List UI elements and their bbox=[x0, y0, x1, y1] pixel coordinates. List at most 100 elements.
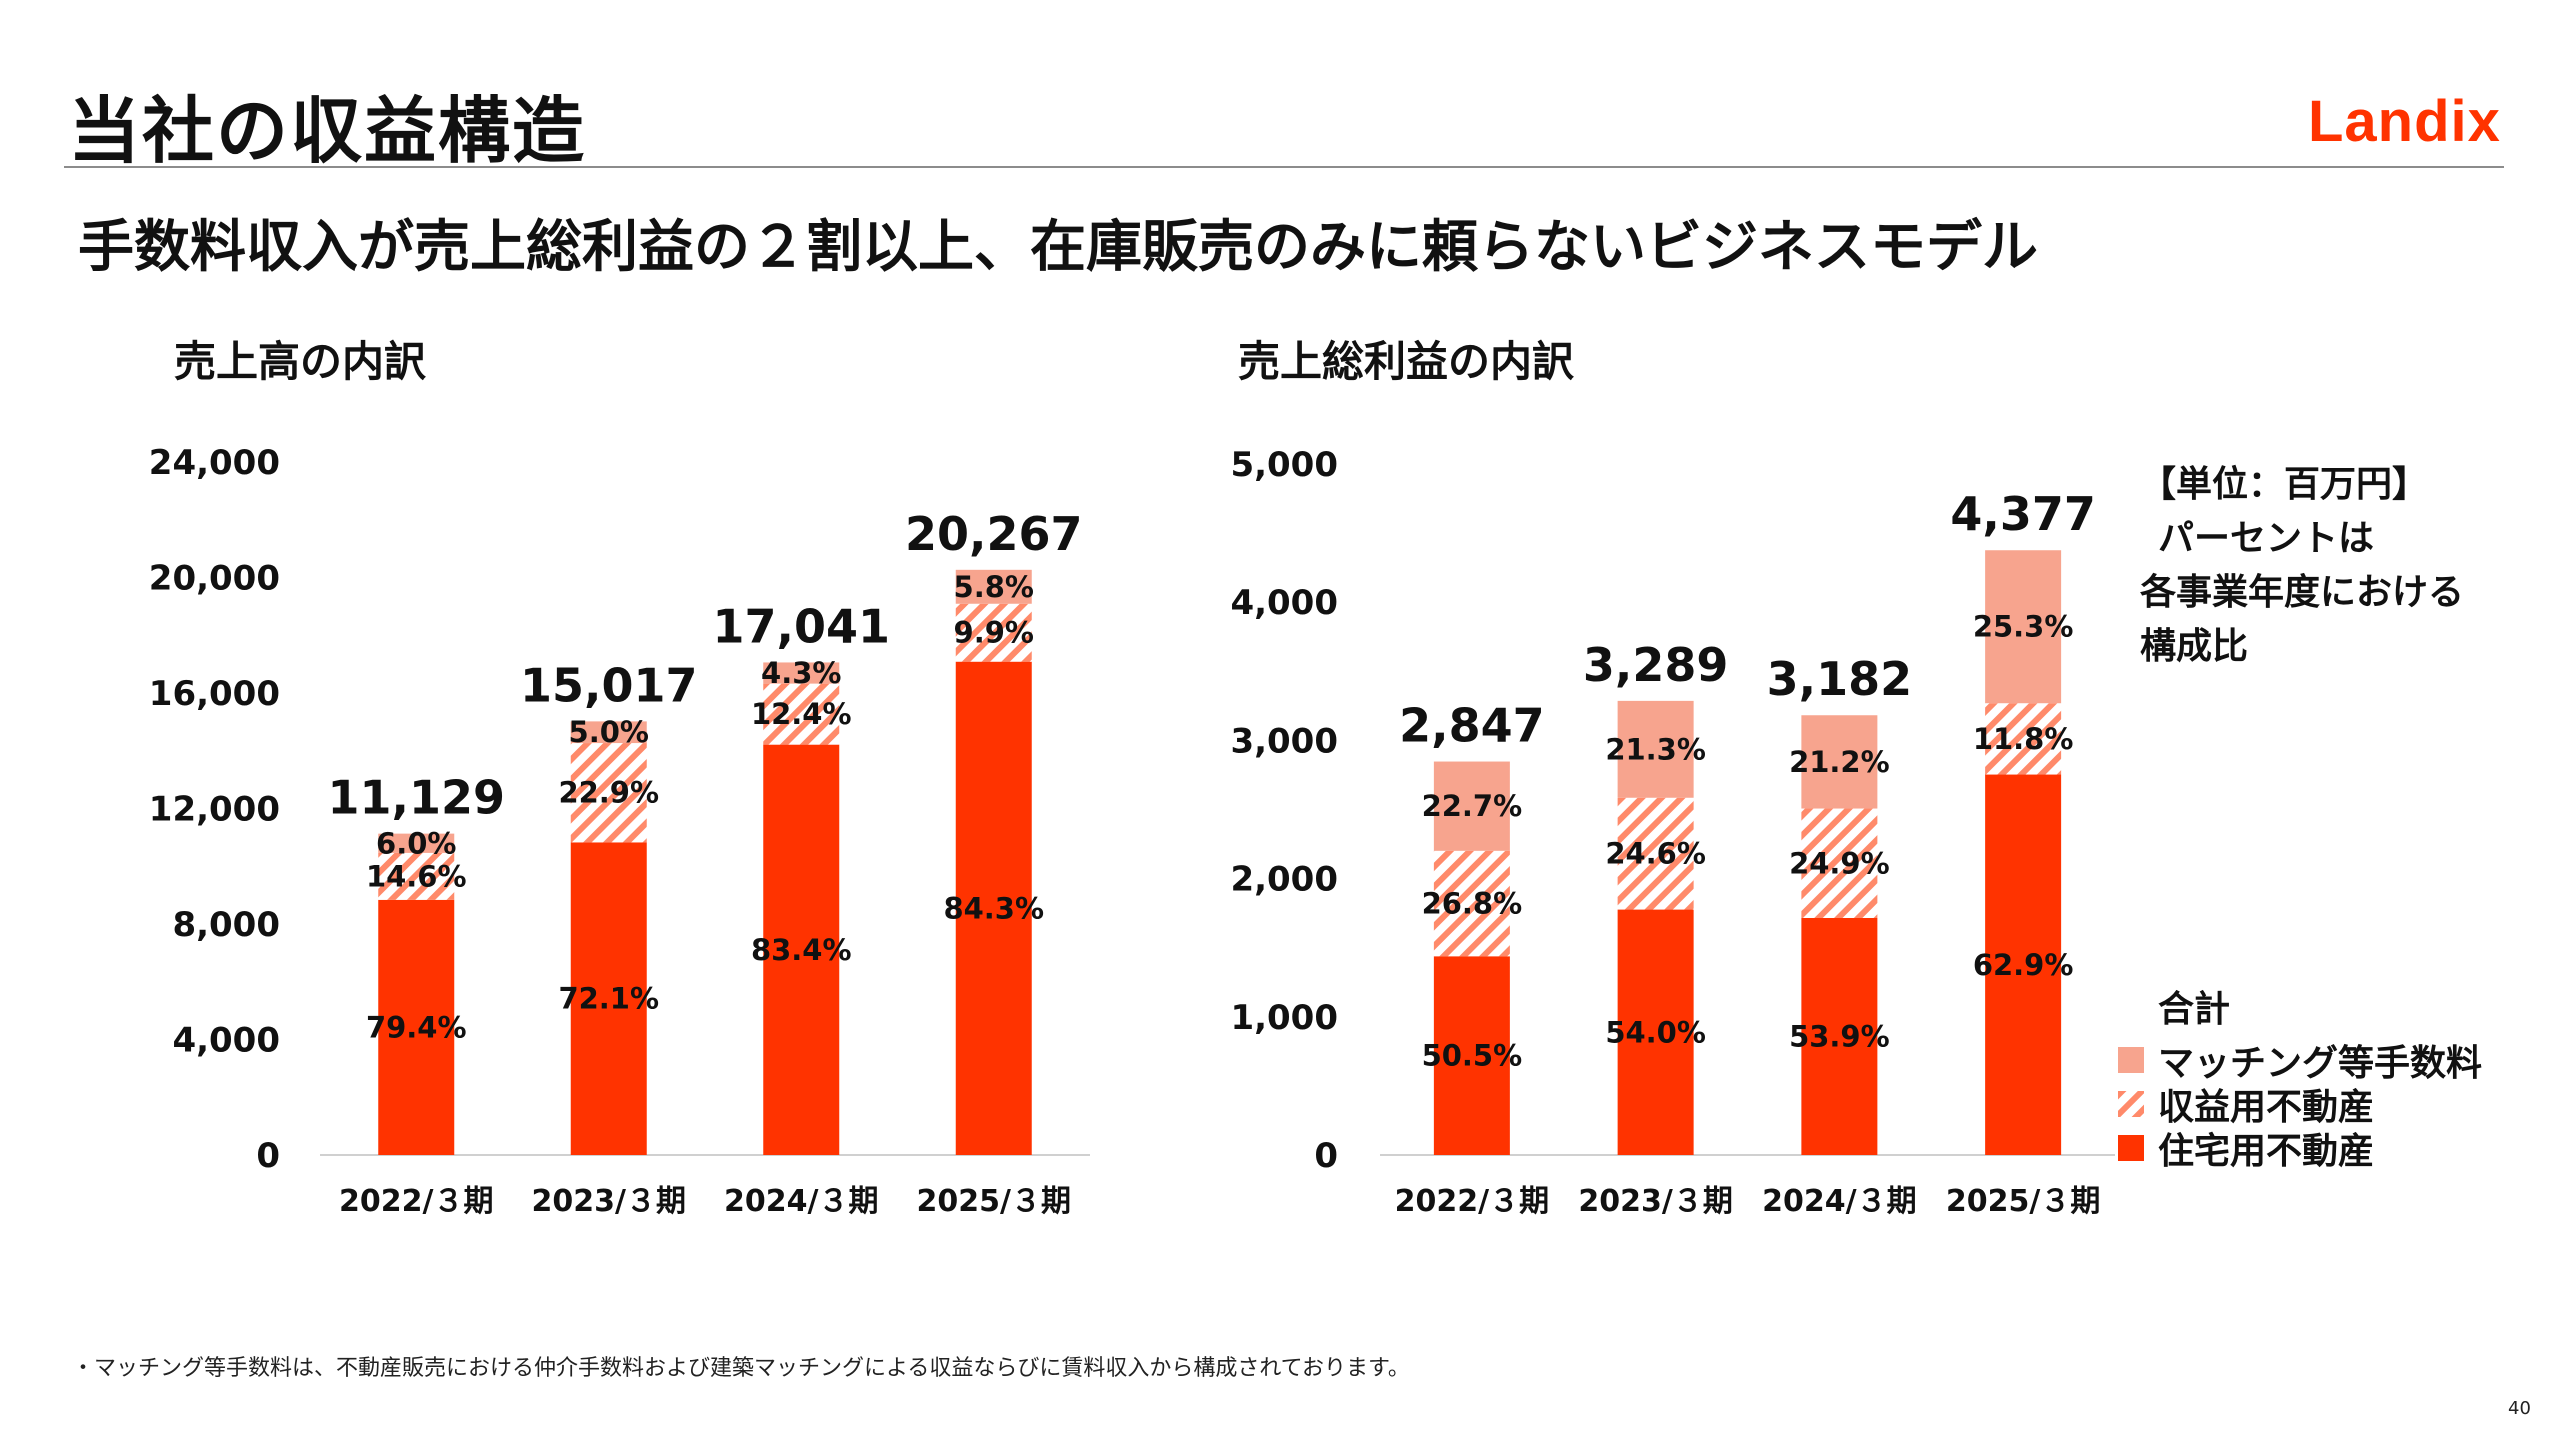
segment-data-label: 50.5% bbox=[1422, 1039, 1523, 1073]
legend-label: 住宅用不動産 bbox=[2158, 1131, 2375, 1172]
bar-segment-income bbox=[570, 743, 647, 843]
legend-item-residential: 住宅用不動産 bbox=[2118, 1126, 2482, 1172]
segment-data-label: 5.8% bbox=[954, 570, 1034, 604]
bar-segment-matching bbox=[1617, 700, 1694, 798]
y-tick-label: 3,000 bbox=[1230, 721, 1338, 761]
total-data-label: 20,267 bbox=[905, 507, 1083, 561]
x-tick-label: 2022/３期 bbox=[1395, 1184, 1549, 1219]
bar-segment-residential bbox=[763, 744, 840, 1155]
segment-data-label: 62.9% bbox=[1973, 948, 2074, 982]
segment-data-label: 79.4% bbox=[366, 1010, 467, 1044]
y-tick-label: 24,000 bbox=[149, 443, 280, 483]
y-tick-label: 16,000 bbox=[149, 674, 280, 714]
x-tick-label: 2023/３期 bbox=[1578, 1184, 1732, 1219]
bar-segment-residential bbox=[1985, 774, 2062, 1155]
legend-label: マッチング等手数料 bbox=[2158, 1043, 2483, 1084]
y-tick-label: 4,000 bbox=[172, 1021, 280, 1061]
y-tick-label: 20,000 bbox=[149, 559, 280, 599]
segment-data-label: 9.9% bbox=[954, 616, 1034, 650]
x-tick-label: 2025/３期 bbox=[1946, 1184, 2100, 1219]
footnote: ・マッチング等手数料は、不動産販売における仲介手数料および建築マッチングによる収… bbox=[72, 1356, 1410, 1381]
y-tick-label: 5,000 bbox=[1230, 445, 1338, 485]
segment-data-label: 14.6% bbox=[366, 859, 467, 893]
legend-item-income: 収益用不動産 bbox=[2118, 1082, 2482, 1128]
bar-segment-matching bbox=[1433, 761, 1510, 851]
unit-note-line: 構成比 bbox=[2140, 626, 2249, 667]
bar-segment-income bbox=[955, 603, 1032, 662]
total-data-label: 2,847 bbox=[1399, 699, 1545, 753]
bar-segment-income bbox=[1801, 808, 1878, 918]
bar-segment-residential bbox=[570, 842, 647, 1155]
y-tick-label: 12,000 bbox=[149, 790, 280, 830]
y-tick-label: 0 bbox=[256, 1136, 280, 1176]
legend-swatch-matching bbox=[2118, 1047, 2144, 1073]
total-data-label: 3,289 bbox=[1583, 638, 1729, 692]
bar-segment-residential bbox=[955, 661, 1032, 1155]
bar-segment-matching bbox=[570, 721, 647, 744]
segment-data-label: 5.0% bbox=[569, 715, 649, 749]
segment-data-label: 53.9% bbox=[1789, 1019, 1890, 1053]
legend-title: 合計 bbox=[2158, 989, 2231, 1030]
headline: 手数料収入が売上総利益の２割以上、在庫販売のみに頼らないビジネスモデル bbox=[78, 215, 2038, 280]
bar-segment-matching bbox=[955, 569, 1032, 604]
bar-segment-residential bbox=[1801, 917, 1878, 1155]
page-title: 当社の収益構造 bbox=[68, 89, 587, 173]
segment-data-label: 21.3% bbox=[1605, 732, 1706, 766]
segment-data-label: 83.4% bbox=[751, 933, 852, 967]
segment-data-label: 25.3% bbox=[1973, 610, 2074, 644]
y-tick-label: 8,000 bbox=[172, 905, 280, 945]
bar-segment-income bbox=[1617, 797, 1694, 910]
bar-segment-income bbox=[1433, 850, 1510, 957]
bar-segment-income bbox=[378, 852, 455, 900]
total-data-label: 3,182 bbox=[1767, 652, 1913, 706]
revenue-chart-title: 売上高の内訳 bbox=[174, 337, 427, 386]
brand-logo: Landix bbox=[2308, 89, 2501, 154]
segment-data-label: 21.2% bbox=[1789, 745, 1890, 779]
unit-note-line: パーセントは bbox=[2158, 518, 2375, 559]
total-data-label: 17,041 bbox=[712, 599, 890, 653]
segment-data-label: 12.4% bbox=[751, 697, 852, 731]
bar-segment-income bbox=[763, 683, 840, 745]
page-number: 40 bbox=[2508, 1398, 2531, 1419]
legend-label: 収益用不動産 bbox=[2158, 1087, 2375, 1128]
segment-data-label: 22.7% bbox=[1422, 789, 1523, 823]
segment-data-label: 24.9% bbox=[1789, 846, 1890, 880]
unit-note-line: 各事業年度における bbox=[2140, 572, 2465, 613]
y-tick-label: 4,000 bbox=[1230, 583, 1338, 623]
unit-note-line: 【単位：百万円】 bbox=[2140, 464, 2429, 505]
x-tick-label: 2024/３期 bbox=[724, 1184, 878, 1219]
segment-data-label: 72.1% bbox=[558, 982, 659, 1016]
bar-segment-matching bbox=[763, 662, 840, 684]
bar-segment-matching bbox=[1801, 715, 1878, 809]
bar-segment-residential bbox=[378, 899, 455, 1155]
segment-data-label: 11.8% bbox=[1973, 722, 2074, 756]
segment-data-label: 6.0% bbox=[376, 826, 456, 860]
bar-segment-matching bbox=[378, 833, 455, 853]
total-data-label: 11,129 bbox=[327, 771, 505, 825]
bar-segment-income bbox=[1985, 703, 2062, 775]
segment-data-label: 54.0% bbox=[1605, 1015, 1706, 1049]
title-divider bbox=[64, 166, 2504, 168]
segment-data-label: 4.3% bbox=[761, 656, 841, 690]
y-tick-label: 0 bbox=[1314, 1136, 1338, 1176]
legend-item-matching: マッチング等手数料 bbox=[2118, 1038, 2482, 1084]
segment-data-label: 84.3% bbox=[943, 891, 1044, 925]
total-data-label: 15,017 bbox=[520, 658, 698, 712]
bar-segment-matching bbox=[1985, 550, 2062, 704]
unit-note: 【単位：百万円】 パーセントは 各事業年度における 構成比 bbox=[2140, 458, 2464, 674]
gross-profit-chart-title: 売上総利益の内訳 bbox=[1238, 337, 1575, 386]
x-tick-label: 2022/３期 bbox=[339, 1184, 493, 1219]
bar-segment-residential bbox=[1617, 909, 1694, 1155]
x-tick-label: 2023/３期 bbox=[532, 1184, 686, 1219]
segment-data-label: 24.6% bbox=[1605, 837, 1706, 871]
y-tick-label: 2,000 bbox=[1230, 860, 1338, 900]
x-tick-label: 2025/３期 bbox=[917, 1184, 1071, 1219]
legend: 合計 マッチング等手数料 収益用不動産 住宅用不動産 bbox=[2118, 980, 2482, 1172]
y-tick-label: 1,000 bbox=[1230, 998, 1338, 1038]
total-data-label: 4,377 bbox=[1950, 487, 2096, 541]
legend-swatch-residential bbox=[2118, 1135, 2144, 1161]
legend-swatch-income bbox=[2118, 1091, 2144, 1117]
x-tick-label: 2024/３期 bbox=[1762, 1184, 1916, 1219]
